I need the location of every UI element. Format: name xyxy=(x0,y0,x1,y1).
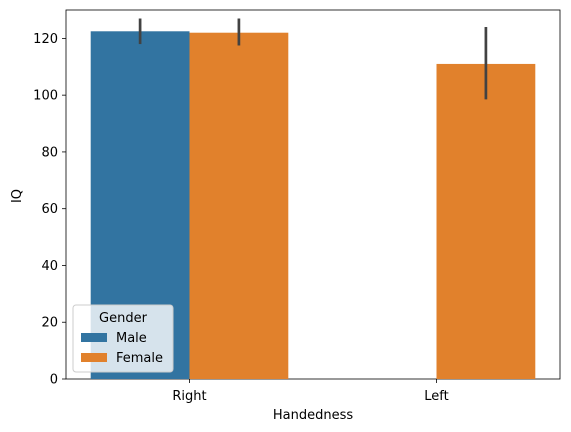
bar-female-left xyxy=(436,63,536,379)
y-tick-label: 0 xyxy=(50,373,58,388)
y-tick-label: 100 xyxy=(33,89,58,104)
y-tick-label: 20 xyxy=(41,316,58,331)
y-tick-label: 40 xyxy=(41,259,58,274)
plot-area xyxy=(65,9,561,380)
legend-label-male: Male xyxy=(116,331,147,346)
y-tick-label: 60 xyxy=(41,202,58,217)
y-tick-label: 80 xyxy=(41,145,58,160)
legend-title: Gender xyxy=(99,311,148,326)
x-tick-label: Right xyxy=(172,389,206,404)
x-tick-label: Left xyxy=(424,389,448,404)
x-axis-label: Handedness xyxy=(273,408,353,423)
y-tick-label: 120 xyxy=(33,32,58,47)
plot-frame xyxy=(65,9,561,380)
legend-label-female: Female xyxy=(116,351,163,366)
legend-swatch-female xyxy=(81,353,107,362)
error-bars xyxy=(138,18,488,100)
bar-female-right xyxy=(189,32,289,379)
y-axis: 0 20 40 60 80 100 120 xyxy=(33,32,66,388)
legend-swatch-male xyxy=(81,333,107,342)
legend: Gender Male Female xyxy=(72,304,174,373)
x-axis: Right Left xyxy=(172,379,449,404)
y-axis-label: IQ xyxy=(10,189,25,203)
